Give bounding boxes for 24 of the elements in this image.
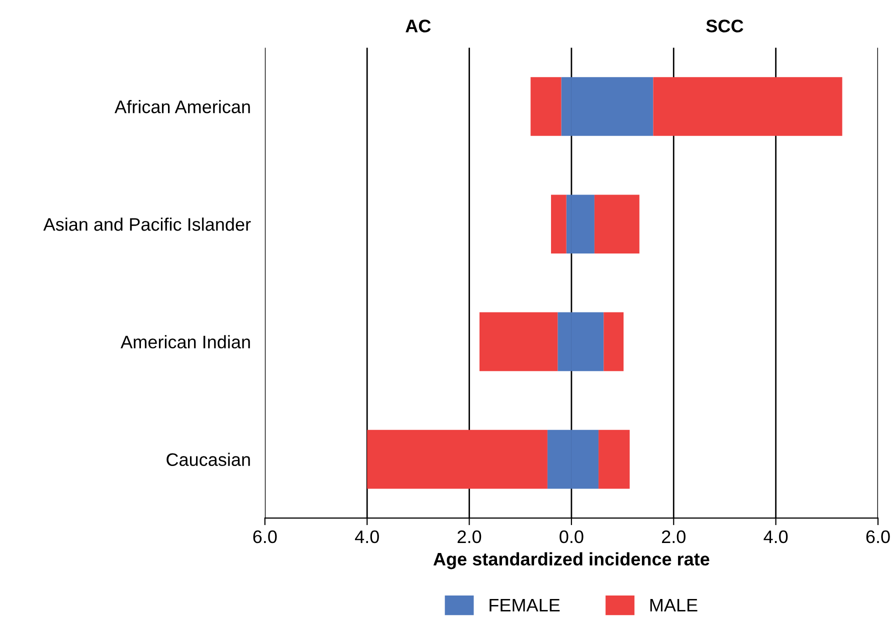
bar: [604, 312, 624, 372]
bar: [551, 194, 566, 254]
x-tick-label: 6.0: [253, 530, 277, 544]
x-tick-label: 2.0: [662, 530, 686, 544]
bar: [653, 77, 842, 136]
x-tick-label: 6.0: [866, 530, 890, 544]
y-tick-label: Caucasian: [166, 452, 250, 466]
x-tick-label: 4.0: [764, 530, 788, 544]
legend-label: MALE: [650, 598, 698, 612]
bar: [479, 312, 558, 372]
y-tick-label: African American: [114, 100, 250, 114]
x-tick-label: 0.0: [560, 530, 584, 544]
x-tick-label: 4.0: [354, 530, 379, 544]
bar: [367, 430, 548, 489]
y-tick-label: Asian and Pacific Islander: [43, 218, 251, 231]
legend-label: FEMALE: [490, 598, 560, 612]
bar: [530, 77, 562, 136]
text: SCC: [706, 20, 744, 32]
y-tick-label: American Indian: [120, 335, 250, 348]
bar: [594, 194, 640, 254]
x-tick-label: 2.0: [458, 530, 482, 544]
text: AC: [406, 20, 431, 32]
x-axis-title: Age standardized incidence rate: [433, 552, 710, 570]
bar: [598, 430, 630, 489]
